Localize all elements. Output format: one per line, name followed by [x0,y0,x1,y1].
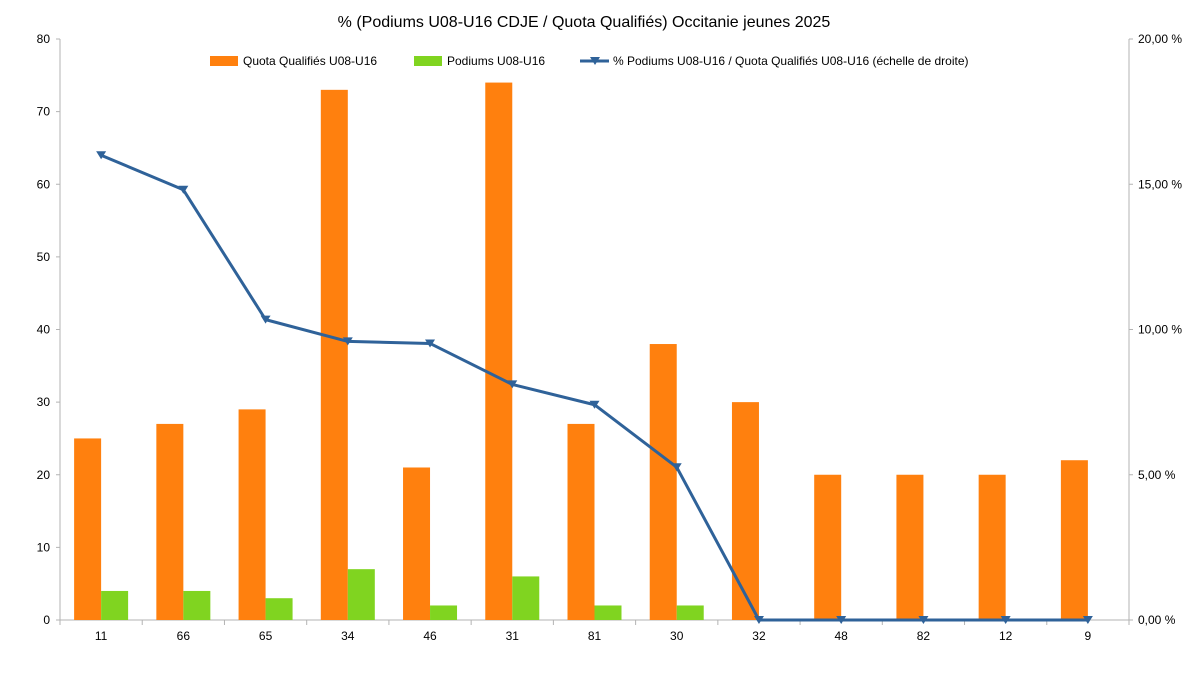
bar-podiums [676,605,704,620]
bar-quota [814,474,842,620]
bar-quota [896,474,924,620]
line-point-marker [918,616,929,624]
bar-podiums [512,576,540,620]
legend-label: % Podiums U08-U16 / Quota Qualifiés U08-… [613,54,969,68]
line-point-marker [1000,616,1011,624]
x-tick-label: 66 [177,629,191,643]
y-tick-label: 0 [43,613,50,627]
x-tick-label: 31 [506,629,520,643]
bar-quota [649,344,677,620]
x-tick-label: 11 [95,629,108,643]
bar-podiums [183,590,211,620]
bar-quota [731,402,759,620]
bar-podiums [594,605,622,620]
y2-tick-label: 15,00 % [1138,177,1182,191]
bar-podiums [101,590,129,620]
y-tick-label: 70 [37,105,51,119]
y2-tick-label: 20,00 % [1138,32,1182,46]
bar-quota [74,438,102,620]
line-point-marker [260,315,271,324]
x-tick-label: 48 [835,629,849,643]
line-point-marker [342,337,353,346]
y-tick-label: 50 [37,250,51,264]
y2-tick-label: 0,00 % [1138,613,1176,627]
line-point-marker [178,185,189,194]
y2-tick-label: 5,00 % [1138,468,1176,482]
legend-label: Podiums U08-U16 [447,54,545,68]
bar-quota [403,467,431,620]
line-point-marker [1082,616,1093,624]
line-point-marker [589,400,600,409]
legend-label: Quota Qualifiés U08-U16 [243,54,377,68]
y-tick-label: 30 [37,395,51,409]
bar-quota [978,474,1006,620]
bar-quota [238,409,266,620]
y-tick-label: 60 [37,177,51,191]
line-point-marker [836,616,847,624]
x-tick-label: 81 [588,629,602,643]
legend-marker [590,57,600,65]
bar-podiums [430,605,458,620]
x-tick-label: 46 [423,629,437,643]
bar-quota [567,423,595,620]
line-point-marker [96,151,107,160]
plot-area: 0 10 20 30 40 50 60 70 80 0,00 % 5,00 % 10,00 % 15,0… [37,32,1183,643]
y2-tick-label: 10,00 % [1138,323,1182,337]
bar-quota [1060,460,1088,620]
x-tick-label: 65 [259,629,273,643]
x-tick-label: 9 [1085,629,1092,643]
line-point-marker [753,616,764,624]
y-tick-label: 40 [37,323,51,337]
x-tick-label: 30 [670,629,684,643]
y-tick-label: 10 [37,540,51,554]
x-tick-label: 34 [341,629,355,643]
y-tick-label: 20 [37,468,51,482]
bar-podiums [347,569,375,620]
line-point-marker [671,463,682,472]
bar-quota [156,423,184,620]
legend-swatch [414,56,442,66]
bar-quota [485,82,513,620]
legend-swatch [210,56,238,66]
x-tick-label: 12 [999,629,1013,643]
bar-podiums [265,598,293,620]
y-tick-label: 80 [37,32,51,46]
chart-title: % (Podiums U08-U16 CDJE / Quota Qualifié… [338,14,831,31]
line-point-marker [425,339,436,348]
x-tick-label: 32 [752,629,766,643]
bar-quota [320,89,348,620]
x-tick-label: 82 [917,629,931,643]
line-point-marker [507,380,518,389]
